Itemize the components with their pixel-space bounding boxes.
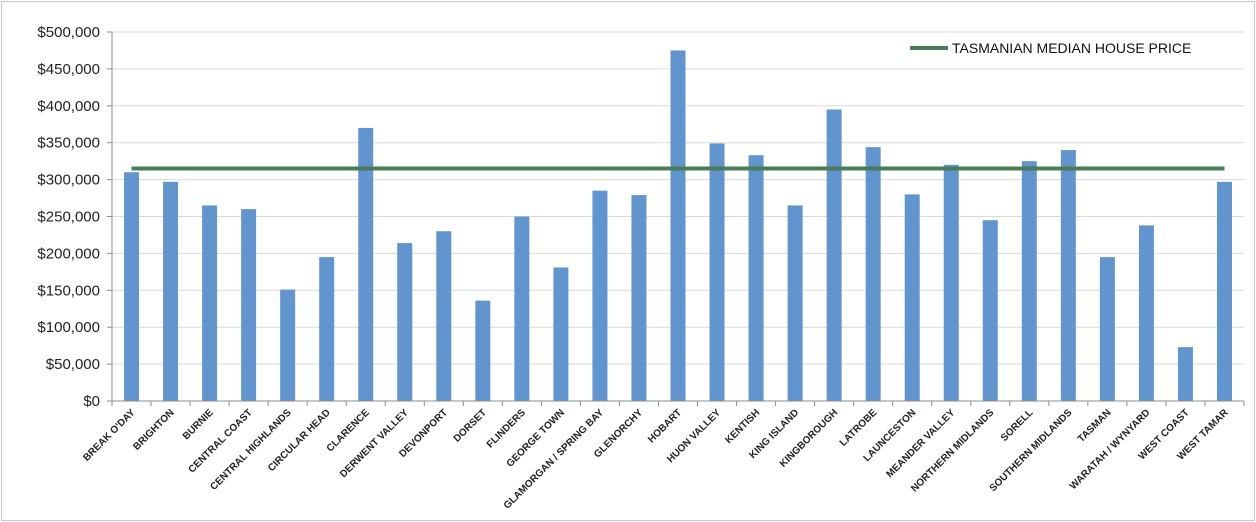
x-tick-label: WARATAH / WYNYARD (1068, 407, 1153, 492)
y-tick-label: $400,000 (37, 98, 100, 115)
bar (1021, 161, 1037, 401)
bar (319, 257, 335, 401)
x-tick-label: SORELL (999, 407, 1035, 443)
x-tick-label: NORTHERN MIDLANDS (909, 407, 996, 494)
bar (358, 127, 374, 401)
bar (709, 143, 725, 402)
y-tick-label: $450,000 (37, 61, 100, 78)
bar (748, 155, 764, 401)
bar (670, 50, 686, 401)
bar (1138, 225, 1154, 401)
bar (436, 231, 452, 401)
x-tick-label: LATROBE (838, 407, 880, 449)
bar (865, 147, 881, 401)
y-tick-label: $50,000 (46, 356, 100, 373)
x-tick-label: KENTISH (723, 407, 762, 446)
x-tick-label: BRIGHTON (131, 407, 176, 452)
x-tick-label: HOBART (646, 407, 684, 445)
y-axis: $0 $50,000 $100,000 $150,000 $200,000 $250,00… (37, 24, 113, 410)
x-tick-label: BURNIE (181, 407, 216, 442)
bar (1099, 257, 1115, 401)
x-tick-label: MEANDER VALLEY (884, 407, 957, 480)
bar (163, 181, 179, 401)
bar (514, 216, 530, 401)
y-tick-label: $500,000 (37, 24, 100, 41)
x-tick-label: DORSET (452, 407, 489, 444)
x-tick-label: SOUTHERN MIDLANDS (988, 407, 1075, 494)
y-tick-label: $0 (83, 393, 100, 410)
bar (1060, 150, 1076, 401)
y-tick-label: $200,000 (37, 245, 100, 262)
bar (1177, 347, 1193, 401)
x-tick-label: BREAK O'DAY (81, 407, 138, 464)
bar (904, 194, 920, 401)
bar (592, 190, 608, 401)
x-tick-label: TASMAN (1076, 407, 1113, 444)
x-tick-label: DERWENT VALLEY (338, 407, 411, 480)
bar (241, 209, 257, 401)
legend-label: TASMANIAN MEDIAN HOUSE PRICE (952, 40, 1191, 56)
y-tick-label: $350,000 (37, 135, 100, 152)
bar (982, 220, 998, 401)
bar (475, 300, 491, 401)
y-tick-label: $100,000 (37, 319, 100, 336)
bar (826, 109, 842, 402)
bar (397, 243, 413, 401)
bar (124, 172, 140, 401)
bars (124, 50, 1232, 402)
y-tick-label: $300,000 (37, 172, 100, 189)
bar (1216, 181, 1232, 401)
bar (202, 205, 218, 401)
y-tick-label: $150,000 (37, 282, 100, 299)
bar (631, 195, 647, 401)
bar (787, 205, 803, 401)
bar (553, 267, 569, 401)
bar (943, 164, 959, 401)
y-tick-label: $250,000 (37, 209, 100, 226)
bar (280, 289, 296, 401)
legend: TASMANIAN MEDIAN HOUSE PRICE (910, 40, 1191, 56)
